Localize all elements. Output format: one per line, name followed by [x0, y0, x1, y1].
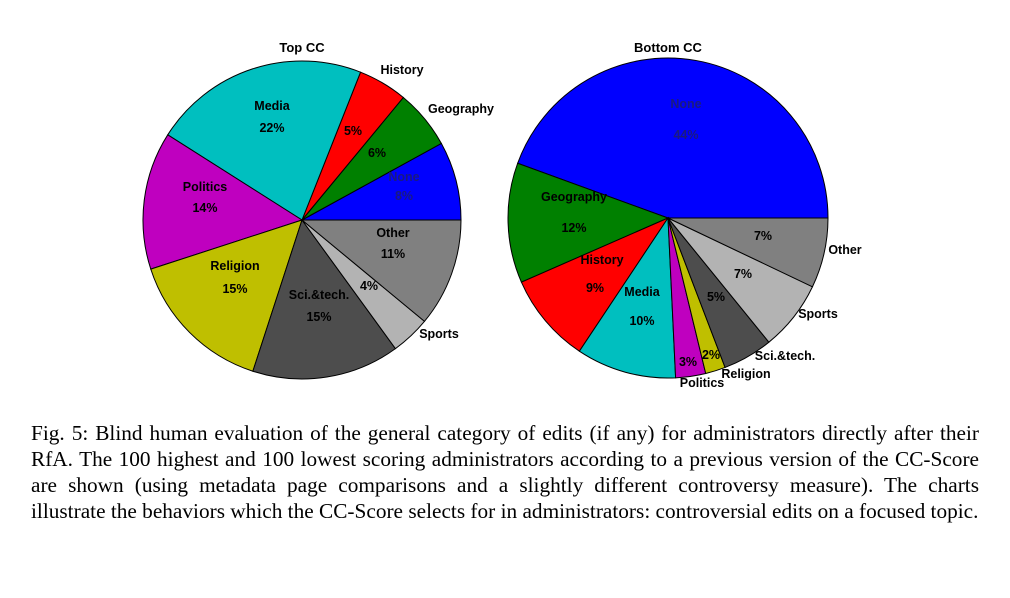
- slice-pct-label-sports: 4%: [360, 279, 378, 293]
- slice-name-label-media: Media: [624, 285, 660, 299]
- slice-pct-label-politics: 3%: [679, 355, 697, 369]
- pie-chart-top-cc: Top CC None 8% Geography 6% History 5% Media 22%…: [142, 40, 494, 380]
- slice-pct-label-sci-tech: 15%: [306, 310, 331, 324]
- slice-name-label-geography: Geography: [428, 102, 494, 116]
- slice-pct-label-media: 22%: [259, 121, 284, 135]
- slice-pct-label-other: 11%: [381, 247, 405, 261]
- slice-name-label-other: Other: [376, 226, 409, 240]
- slice-name-label-sports: Sports: [798, 307, 838, 321]
- slice-name-label-history: History: [380, 63, 423, 77]
- slice-name-label-none: None: [670, 97, 701, 111]
- pie-slice-none: [517, 57, 829, 219]
- pie-slice-religion: [150, 219, 303, 372]
- slice-pct-label-history: 5%: [344, 124, 362, 138]
- pie-slice-politics: [142, 134, 304, 270]
- slice-pct-label-none: 44%: [673, 128, 698, 142]
- pie-slice-other: [300, 219, 462, 323]
- slice-name-label-sci-tech: Sci.&tech.: [755, 349, 815, 363]
- slice-pct-label-geography: 12%: [561, 221, 586, 235]
- pie-title: Bottom CC: [634, 40, 702, 55]
- slice-pct-label-history: 9%: [586, 281, 604, 295]
- slice-name-label-religion: Religion: [721, 367, 770, 381]
- slice-pct-label-sci-tech: 5%: [707, 290, 725, 304]
- pie-slice-media: [578, 216, 677, 379]
- pie-slice-media: [167, 60, 362, 221]
- pie-chart-bottom-cc: Bottom CC None 44% Geography 12% History 9% Med…: [507, 40, 862, 390]
- slice-name-label-none: None: [388, 170, 419, 184]
- slice-name-label-history: History: [580, 253, 623, 267]
- slice-pct-label-media: 10%: [629, 314, 654, 328]
- slice-name-label-media: Media: [254, 99, 290, 113]
- slice-name-label-religion: Religion: [210, 259, 259, 273]
- slice-pct-label-geography: 6%: [368, 146, 386, 160]
- slice-name-label-sci-tech: Sci.&tech.: [289, 288, 349, 302]
- pie-slice-geography: [507, 162, 670, 283]
- pie-charts: Top CC None 8% Geography 6% History 5% Media 22%…: [142, 40, 862, 390]
- slice-name-label-other: Other: [828, 243, 861, 257]
- slice-name-label-geography: Geography: [541, 190, 607, 204]
- slice-name-label-sports: Sports: [419, 327, 459, 341]
- pie-slice-other: [667, 217, 829, 288]
- pie-slice-history: [520, 216, 670, 352]
- slice-pct-label-sports: 7%: [734, 267, 752, 281]
- slice-name-label-politics: Politics: [183, 180, 228, 194]
- slice-name-label-politics: Politics: [680, 376, 725, 390]
- pie-slice-sci-tech: [252, 218, 397, 380]
- pie-title: Top CC: [279, 40, 325, 55]
- slice-pct-label-religion: 15%: [222, 282, 247, 296]
- slice-pct-label-none: 8%: [395, 189, 413, 203]
- slice-pct-label-other: 7%: [754, 229, 772, 243]
- figure-caption: Fig. 5: Blind human evaluation of the ge…: [31, 421, 979, 523]
- slice-pct-label-politics: 14%: [192, 201, 217, 215]
- slice-pct-label-religion: 2%: [702, 348, 720, 362]
